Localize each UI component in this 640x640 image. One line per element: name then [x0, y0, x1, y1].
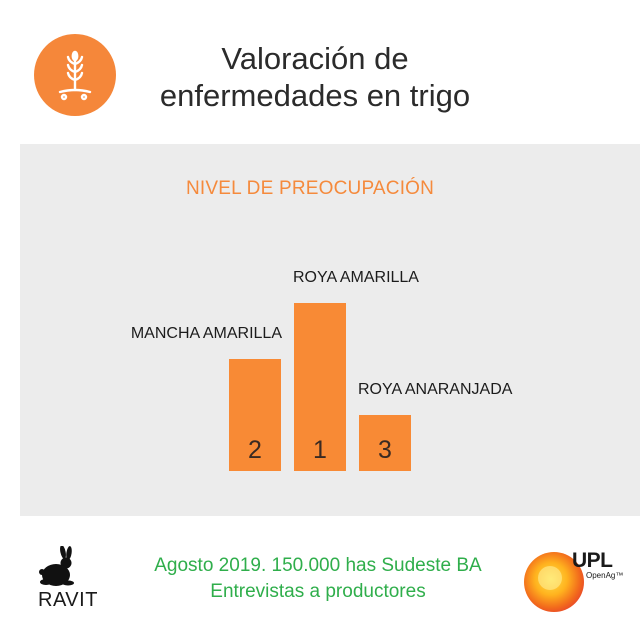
upl-logo-icon [520, 546, 620, 616]
upl-logo-text: UPL [572, 549, 613, 572]
bar-category-label: MANCHA AMARILLA [130, 325, 282, 342]
footer-line-1: Agosto 2019. 150.000 has Sudeste BA [154, 555, 482, 576]
bar-category-label: ROYA ANARANJADA [358, 381, 513, 398]
title-line-2: enfermedades en trigo [159, 78, 471, 113]
bar-rank-label: 2 [248, 436, 262, 464]
title-line-1: Valoración de [221, 41, 409, 76]
ravit-logo-text: RAVIT [38, 589, 98, 611]
page-title: Valoración de enfermedades en trigo [130, 40, 500, 114]
chart-title: NIVEL DE PREOCUPACIÓN [186, 178, 435, 199]
bar-rank-label: 1 [313, 436, 327, 464]
upl-logo-subtext: OpenAg™ [586, 571, 624, 580]
bar-roya-anaranjada [359, 415, 411, 471]
bar-mancha-amarilla [229, 359, 281, 471]
wheat-icon [34, 34, 116, 116]
bar-roya-amarilla [294, 303, 346, 471]
footer-line-2: Entrevistas a productores [210, 581, 426, 602]
rabbit-icon [36, 546, 106, 616]
bar-rank-label: 3 [378, 436, 392, 464]
footer-caption: Agosto 2019. 150.000 has Sudeste BA Entr… [128, 553, 508, 605]
bar-category-label: ROYA AMARILLA [293, 269, 419, 286]
